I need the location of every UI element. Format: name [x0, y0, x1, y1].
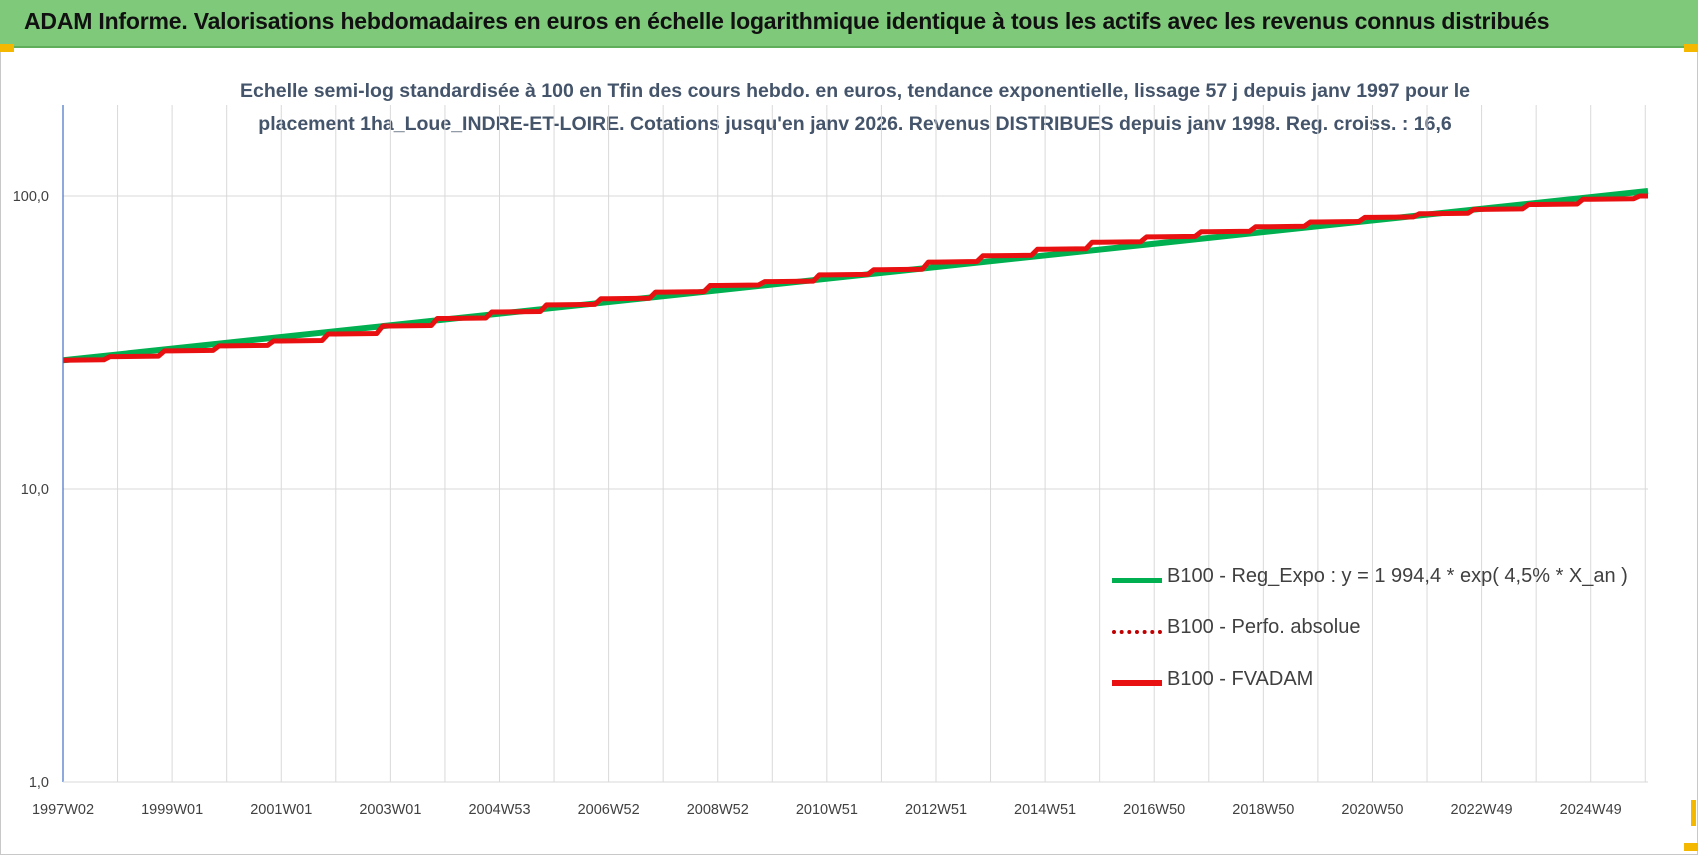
x-tick-label: 2022W49 [1451, 802, 1513, 818]
x-tick-label: 1997W02 [32, 802, 94, 818]
x-tick-label: 2014W51 [1014, 802, 1076, 818]
resize-handle-top-left[interactable] [0, 44, 14, 52]
chart-title: Echelle semi-log standardisée à 100 en T… [170, 75, 1540, 141]
resize-handle-bottom-right-corner[interactable] [1684, 843, 1698, 851]
x-tick-label: 2012W51 [905, 802, 967, 818]
grid-layer [62, 105, 1648, 783]
y-tick-label: 100,0 [13, 189, 49, 205]
x-tick-label: 2016W50 [1123, 802, 1185, 818]
series-line-fvadam [62, 193, 1648, 363]
x-tick-label: 1999W01 [141, 802, 203, 818]
chart-title-line-2: placement 1ha_Loue_INDRE-ET-LOIRE. Cotat… [258, 113, 1452, 135]
legend-swatch-perfo-absolue [1112, 630, 1162, 634]
y-tick-label: 10,0 [21, 482, 49, 498]
legend-label-reg-expo: B100 - Reg_Expo : y = 1 994,4 * exp( 4,5… [1167, 565, 1628, 587]
x-tick-label: 2003W01 [359, 802, 421, 818]
legend-label-perfo-absolue: B100 - Perfo. absolue [1167, 616, 1361, 638]
x-tick-label: 2018W50 [1232, 802, 1294, 818]
chart-title-line-1: Echelle semi-log standardisée à 100 en T… [239, 80, 1470, 102]
header-bar: ADAM Informe. Valorisations hebdomadaire… [0, 0, 1698, 48]
resize-handle-bottom-right[interactable] [1691, 800, 1696, 826]
legend-swatch-reg-expo [1112, 578, 1162, 583]
axis-layer: 1,0 10,0 100,0 1997W02 1999W01 2001W01 2003W01… [13, 105, 1648, 818]
x-tick-label: 2006W52 [578, 802, 640, 818]
y-tick-label: 1,0 [29, 775, 49, 791]
x-tick-label: 2004W53 [468, 802, 530, 818]
x-tick-label: 2008W52 [687, 802, 749, 818]
page-title: ADAM Informe. Valorisations hebdomadaire… [24, 8, 1550, 34]
legend-swatch-fvadam [1112, 680, 1162, 686]
legend-label-fvadam: B100 - FVADAM [1167, 668, 1314, 690]
series-layer [62, 188, 1649, 364]
x-tick-label: 2001W01 [250, 802, 312, 818]
x-tick-label: 2010W51 [796, 802, 858, 818]
x-tick-label: 2020W50 [1341, 802, 1403, 818]
resize-handle-top-right[interactable] [1684, 44, 1698, 52]
x-tick-label: 2024W49 [1560, 802, 1622, 818]
